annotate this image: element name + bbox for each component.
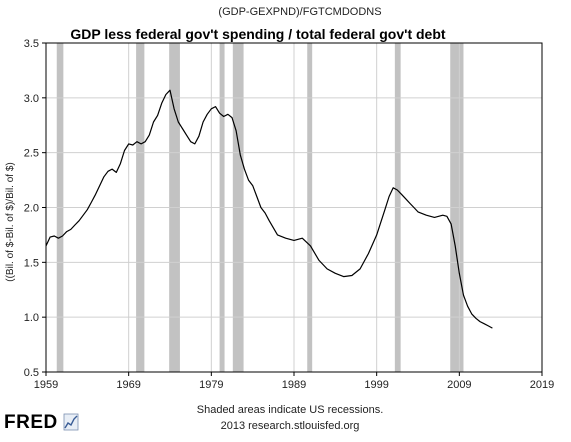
y-tick-label: 0.5: [24, 367, 39, 379]
y-tick-label: 3.5: [24, 38, 39, 50]
y-axis-title: ((Bil. of $-Bil. of $)/Bil. of $): [5, 162, 16, 281]
chart-icon: [63, 413, 79, 431]
x-tick-label: 2009: [447, 379, 471, 391]
x-tick-label: 1969: [116, 379, 140, 391]
y-tick-label: 2.5: [24, 148, 39, 160]
fred-logo-text: FRED: [4, 412, 58, 433]
chart-annotation: GDP less federal gov't spending / total …: [70, 26, 445, 42]
series-layer: [45, 89, 493, 329]
y-tick-label: 2.0: [24, 203, 39, 215]
x-tick-label: 1999: [364, 379, 388, 391]
y-tick-label: 3.0: [24, 93, 39, 105]
footer-recession-note: Shaded areas indicate US recessions.: [197, 404, 384, 416]
x-tick-label: 1979: [199, 379, 223, 391]
x-tick-label: 1989: [282, 379, 306, 391]
plot-area: [42, 42, 543, 376]
y-tick-labels: 3.5 3.0 2.5 2.0 1.5 1.0 0.5: [24, 38, 39, 379]
fred-logo[interactable]: FRED: [4, 412, 79, 433]
y-tick-label: 1.5: [24, 257, 39, 269]
series-header: (GDP-GEXPND)/FGTCMDODNS: [218, 6, 381, 18]
y-tick-label: 1.0: [24, 312, 39, 324]
x-tick-labels: 1959 1969 1979 1989 1999 2009 2019: [34, 379, 554, 391]
x-tick-label: 1959: [34, 379, 58, 391]
series-line: [45, 89, 493, 329]
x-tick-label: 2019: [530, 379, 554, 391]
footer-source: 2013 research.stlouisfed.org: [221, 420, 360, 432]
grid-lines: [45, 42, 543, 373]
axis-ticks: [42, 42, 543, 376]
